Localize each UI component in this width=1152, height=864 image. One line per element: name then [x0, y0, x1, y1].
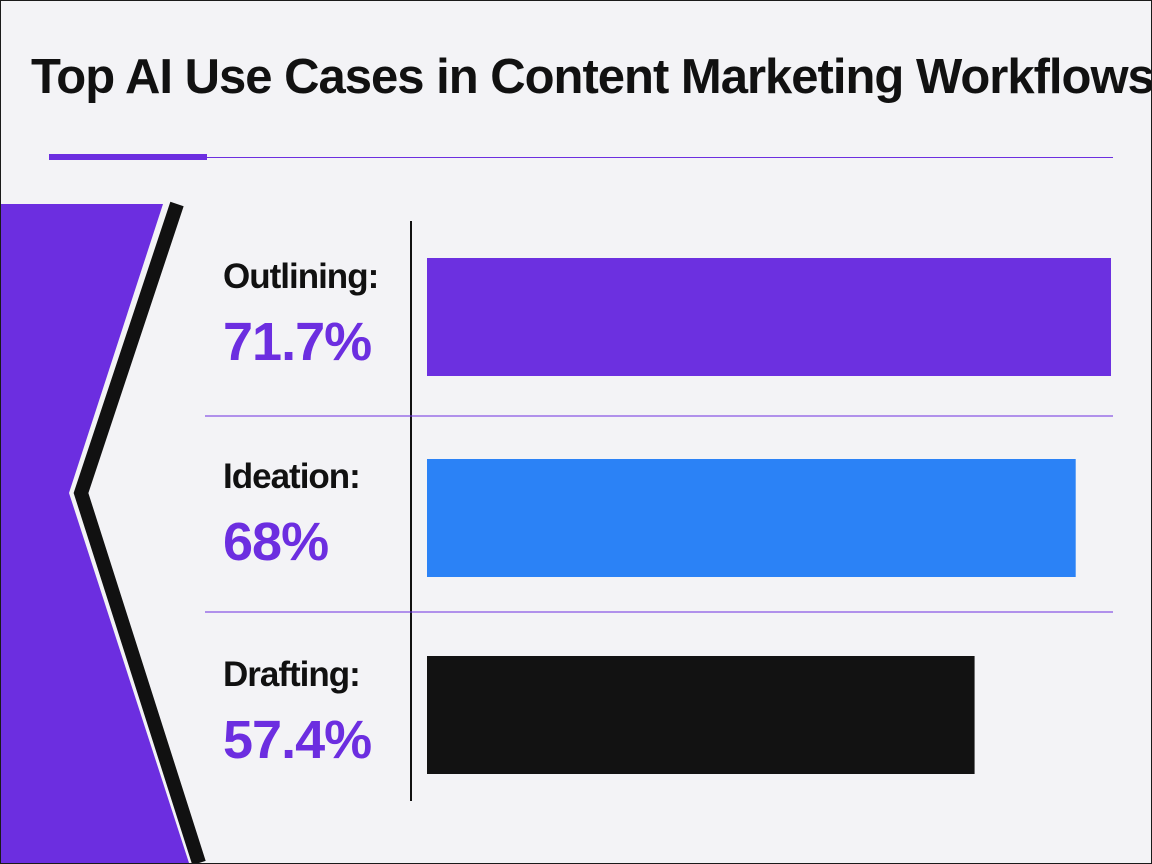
bar-outlining: [427, 258, 1111, 376]
category-label-outlining: Outlining:: [223, 257, 379, 296]
bar-ideation: [427, 459, 1076, 577]
category-label-ideation: Ideation:: [223, 457, 361, 496]
value-label-outlining: 71.7%: [223, 312, 372, 372]
chevron-edge: [73, 201, 206, 863]
value-label-drafting: 57.4%: [223, 710, 372, 770]
value-label-ideation: 68%: [223, 512, 329, 572]
category-label-drafting: Drafting:: [223, 655, 361, 694]
title-underline: [49, 157, 1113, 158]
bar-drafting: [427, 656, 975, 774]
chart-title: Top AI Use Cases in Content Marketing Wo…: [31, 50, 1152, 104]
title-underline-accent: [49, 154, 207, 160]
chevron-shape: [1, 204, 189, 863]
